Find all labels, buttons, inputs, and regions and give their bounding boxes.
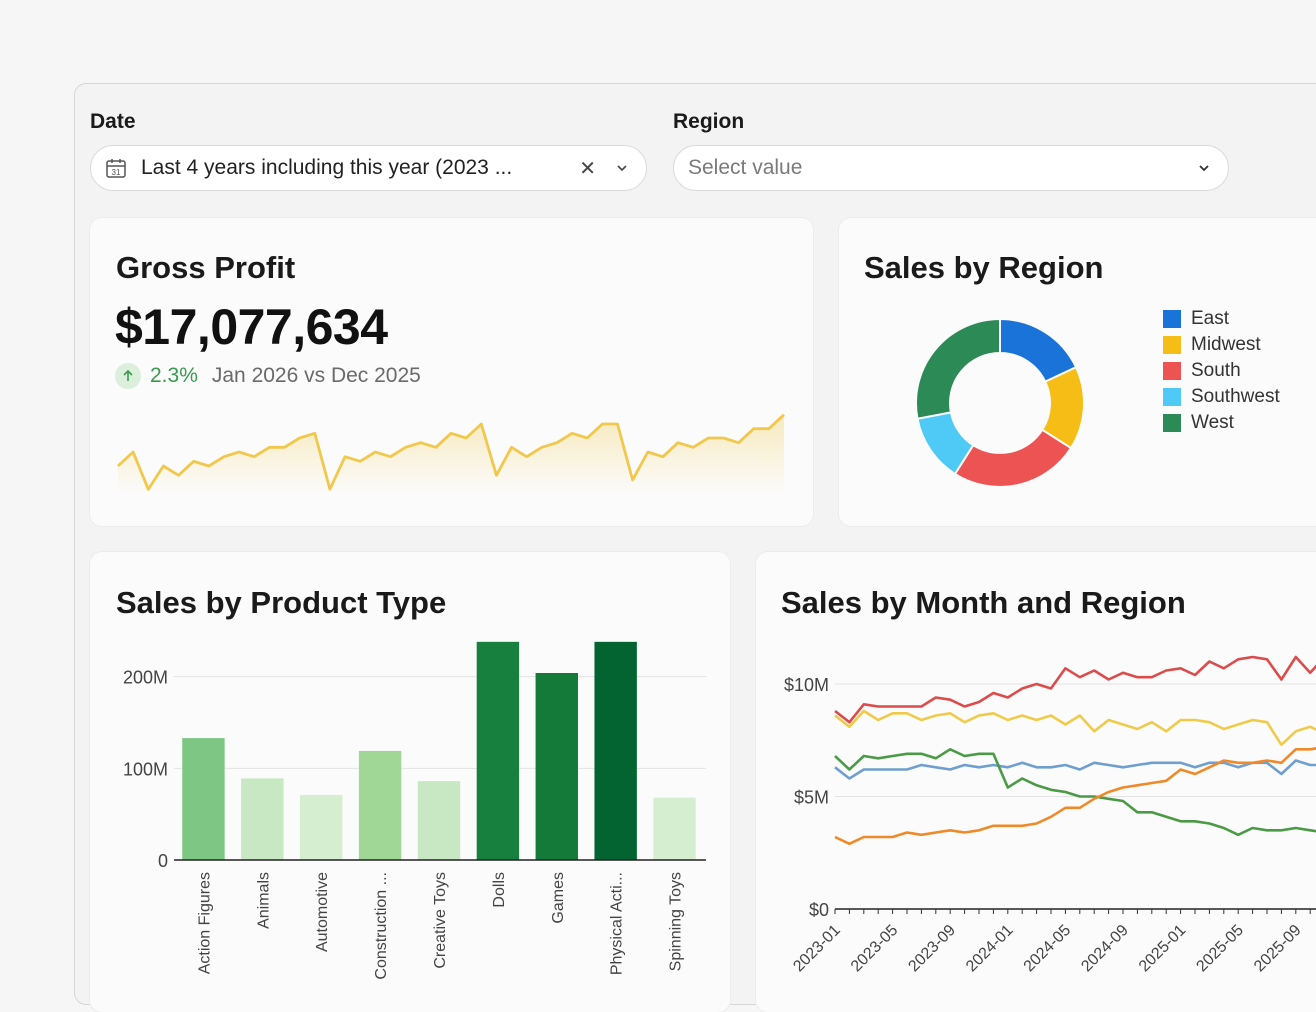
x-tick-label: 2023-05: [848, 922, 902, 976]
gross-profit-title: Gross Profit: [116, 250, 296, 285]
delta-percent: 2.3%: [150, 364, 198, 387]
donut-slice-west[interactable]: [915, 317, 1001, 420]
y-tick-label: $5M: [794, 788, 829, 808]
y-tick-label: 100M: [123, 759, 168, 779]
sales-by-month-card: [756, 552, 1316, 1012]
y-tick-label: $0: [809, 900, 829, 920]
bar[interactable]: [653, 797, 696, 860]
region-filter-label: Region: [673, 110, 745, 133]
sales-by-product-chart: 0 100M 200M Action Figures Animals Automotive…: [123, 641, 706, 980]
series-line[interactable]: [834, 740, 1316, 846]
y-tick-label: $10M: [784, 675, 829, 695]
legend-item-south[interactable]: South: [1163, 358, 1280, 384]
bar[interactable]: [535, 673, 578, 860]
y-tick-label: 0: [158, 851, 168, 871]
legend-item-midwest[interactable]: Midwest: [1163, 332, 1280, 358]
series-line[interactable]: [834, 748, 1316, 837]
chevron-down-icon[interactable]: [616, 162, 628, 174]
x-tick-label: Animals: [255, 872, 272, 929]
x-tick-label: Games: [550, 872, 567, 924]
sales-by-region-legend: East Midwest South Southwest West: [1163, 306, 1280, 436]
series-line[interactable]: [834, 655, 1316, 724]
legend-item-east[interactable]: East: [1163, 306, 1280, 332]
gross-profit-value: $17,077,634: [115, 299, 388, 355]
calendar-icon: 31: [106, 159, 126, 178]
x-tick-label: 2024-05: [1021, 922, 1075, 976]
gross-profit-sparkline: [117, 413, 785, 494]
legend-label: Southwest: [1191, 386, 1280, 407]
series-line[interactable]: [834, 709, 1316, 747]
y-tick-label: 200M: [123, 668, 168, 688]
x-tick-label: 2024-09: [1078, 922, 1132, 976]
bar[interactable]: [417, 781, 461, 860]
chevron-down-icon[interactable]: [1198, 162, 1210, 174]
sales-by-region-donut: [915, 317, 1085, 488]
series-line[interactable]: [834, 759, 1316, 780]
x-tick-label: 2025-01: [1136, 922, 1190, 976]
legend-swatch: [1163, 310, 1181, 328]
x-tick-label: 2023-01: [790, 922, 844, 976]
x-tick-label: Dolls: [491, 872, 508, 908]
x-tick-label: Construction ...: [373, 872, 390, 980]
legend-label: Midwest: [1191, 334, 1261, 355]
bar[interactable]: [182, 738, 225, 860]
legend-swatch: [1163, 388, 1181, 406]
sparkline-area: [118, 414, 784, 494]
x-tick-label: 2025-09: [1251, 922, 1305, 976]
x-tick-label: 2023-09: [905, 922, 959, 976]
region-filter-select[interactable]: Select value: [673, 145, 1229, 191]
bar[interactable]: [358, 750, 402, 860]
delta-comparison: Jan 2026 vs Dec 2025: [211, 364, 421, 387]
arrow-up-icon: [115, 363, 141, 389]
legend-item-southwest[interactable]: Southwest: [1163, 384, 1280, 410]
x-tick-label: Physical Acti...: [609, 872, 626, 975]
bar[interactable]: [300, 794, 343, 860]
x-tick-label: 2024-01: [963, 922, 1017, 976]
bar[interactable]: [241, 778, 284, 860]
bar[interactable]: [594, 641, 637, 860]
legend-swatch: [1163, 362, 1181, 380]
clear-icon[interactable]: ✕: [579, 157, 596, 180]
gross-profit-delta: 2.3% Jan 2026 vs Dec 2025: [115, 363, 421, 389]
legend-swatch: [1163, 336, 1181, 354]
svg-text:31: 31: [112, 168, 121, 177]
donut-slice-south[interactable]: [953, 428, 1073, 488]
legend-label: South: [1191, 360, 1241, 381]
date-filter-select[interactable]: 31 Last 4 years including this year (202…: [90, 145, 647, 191]
bar[interactable]: [476, 641, 520, 860]
x-tick-label: Creative Toys: [432, 872, 449, 969]
x-tick-label: Automotive: [314, 872, 331, 952]
sparkline-line: [117, 413, 785, 491]
legend-label: West: [1191, 412, 1234, 433]
legend-label: East: [1191, 308, 1230, 329]
sales-by-month-title: Sales by Month and Region: [781, 585, 1186, 620]
x-tick-label: Spinning Toys: [668, 872, 685, 971]
legend-swatch: [1163, 414, 1181, 432]
sales-by-product-title: Sales by Product Type: [116, 585, 447, 620]
region-filter-placeholder: Select value: [688, 156, 803, 179]
date-filter-label: Date: [90, 110, 136, 133]
sales-by-region-title: Sales by Region: [864, 250, 1104, 285]
x-tick-label: 2025-05: [1193, 922, 1247, 976]
date-filter-value: Last 4 years including this year (2023 .…: [141, 156, 513, 179]
legend-item-west[interactable]: West: [1163, 410, 1280, 436]
x-tick-label: Action Figures: [196, 872, 213, 974]
